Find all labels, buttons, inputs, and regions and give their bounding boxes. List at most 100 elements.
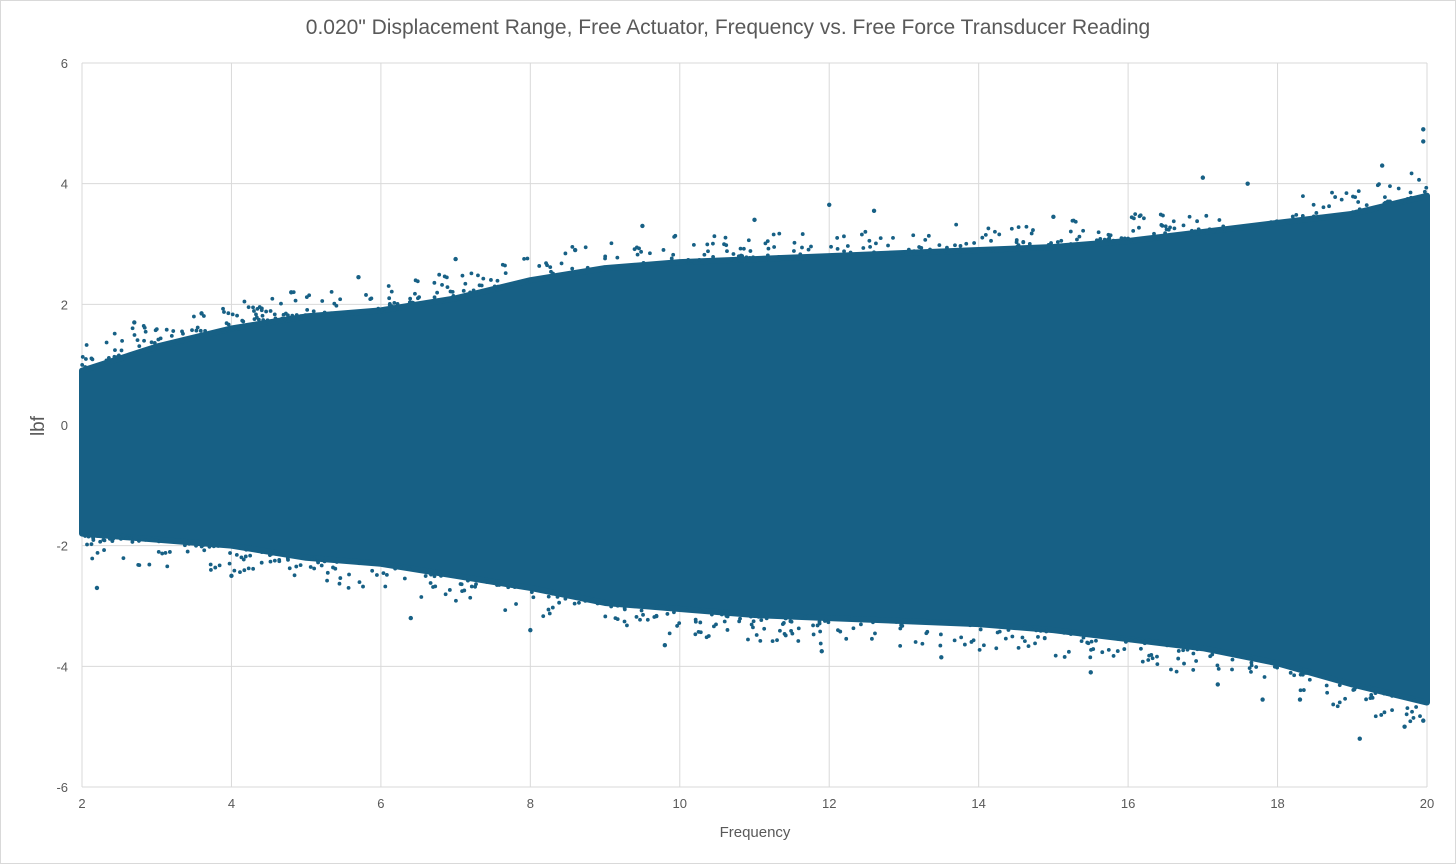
data-point bbox=[428, 581, 433, 585]
data-point bbox=[953, 243, 957, 248]
data-point bbox=[1333, 677, 1338, 682]
data-point bbox=[329, 289, 334, 294]
data-point bbox=[187, 541, 192, 546]
data-point bbox=[738, 246, 743, 251]
data-point bbox=[270, 296, 275, 301]
data-point bbox=[1269, 220, 1274, 225]
data-point bbox=[1152, 231, 1156, 236]
data-point bbox=[911, 233, 916, 238]
data-point bbox=[209, 568, 213, 572]
y-tick-label: -6 bbox=[56, 780, 68, 795]
data-point bbox=[1327, 204, 1331, 209]
data-point bbox=[279, 317, 284, 322]
data-point bbox=[459, 582, 464, 587]
data-point bbox=[1379, 163, 1385, 168]
data-point bbox=[994, 646, 999, 651]
data-point bbox=[167, 550, 172, 554]
data-point bbox=[1031, 228, 1035, 232]
data-point bbox=[80, 355, 85, 359]
data-point bbox=[1062, 630, 1067, 635]
data-point bbox=[1163, 231, 1168, 236]
data-point bbox=[1239, 224, 1244, 229]
data-point bbox=[1123, 639, 1128, 644]
data-point bbox=[246, 322, 251, 327]
data-point bbox=[1337, 683, 1342, 688]
data-point bbox=[259, 308, 264, 313]
data-point bbox=[241, 319, 246, 324]
data-point bbox=[615, 617, 620, 621]
data-point bbox=[469, 271, 474, 276]
data-point bbox=[135, 338, 140, 342]
data-point bbox=[555, 594, 560, 599]
data-point bbox=[107, 536, 112, 541]
data-point bbox=[919, 620, 924, 624]
data-point bbox=[484, 580, 489, 584]
data-point bbox=[748, 249, 753, 253]
data-point bbox=[834, 252, 839, 257]
data-point bbox=[248, 553, 253, 558]
data-point bbox=[891, 235, 895, 240]
data-point bbox=[1294, 213, 1299, 217]
data-point bbox=[102, 548, 106, 552]
data-point bbox=[278, 552, 283, 557]
data-point bbox=[1215, 663, 1220, 668]
data-point bbox=[522, 256, 526, 261]
x-tick-label: 20 bbox=[1420, 796, 1434, 811]
data-point bbox=[952, 638, 957, 643]
data-point bbox=[1311, 202, 1316, 207]
x-tick-label: 2 bbox=[78, 796, 85, 811]
data-point bbox=[182, 543, 187, 548]
data-point bbox=[731, 252, 736, 256]
data-point bbox=[672, 610, 676, 615]
data-point bbox=[1409, 195, 1413, 200]
data-point bbox=[537, 264, 542, 268]
data-point bbox=[1221, 224, 1226, 229]
data-point bbox=[1082, 242, 1086, 247]
data-point bbox=[432, 574, 437, 579]
data-point bbox=[861, 246, 866, 250]
data-point bbox=[334, 560, 339, 564]
data-point bbox=[110, 539, 115, 543]
data-point bbox=[1314, 211, 1319, 215]
data-point bbox=[376, 306, 381, 311]
data-point bbox=[1115, 649, 1120, 653]
data-point bbox=[294, 564, 299, 569]
data-point bbox=[119, 348, 124, 353]
data-series bbox=[79, 127, 1430, 741]
data-point bbox=[977, 647, 982, 652]
data-point bbox=[729, 611, 734, 616]
data-point bbox=[655, 605, 660, 610]
data-point bbox=[842, 249, 846, 254]
data-point bbox=[906, 247, 911, 252]
data-point bbox=[292, 573, 297, 578]
data-point bbox=[759, 618, 764, 622]
data-point bbox=[609, 604, 614, 609]
data-point bbox=[224, 327, 229, 332]
data-point bbox=[815, 623, 820, 628]
data-point bbox=[1029, 626, 1034, 631]
data-point bbox=[677, 621, 682, 626]
data-point bbox=[181, 331, 185, 336]
data-point bbox=[1353, 195, 1358, 200]
data-point bbox=[325, 578, 329, 583]
data-point bbox=[100, 533, 105, 538]
data-point bbox=[598, 601, 603, 605]
data-point bbox=[281, 312, 286, 317]
data-point bbox=[264, 309, 269, 314]
data-point bbox=[1182, 661, 1186, 666]
data-point bbox=[1421, 139, 1426, 144]
data-point bbox=[739, 253, 744, 258]
data-point bbox=[254, 312, 258, 317]
data-point bbox=[983, 232, 988, 237]
data-point bbox=[829, 244, 833, 249]
data-point bbox=[340, 311, 344, 316]
data-point bbox=[208, 542, 213, 547]
data-point bbox=[572, 601, 577, 606]
data-point bbox=[1417, 177, 1421, 182]
data-point bbox=[648, 251, 652, 256]
data-point bbox=[1029, 231, 1034, 236]
data-point bbox=[1010, 634, 1015, 639]
data-point bbox=[228, 551, 232, 555]
data-point bbox=[603, 601, 608, 606]
data-point bbox=[1193, 229, 1197, 234]
